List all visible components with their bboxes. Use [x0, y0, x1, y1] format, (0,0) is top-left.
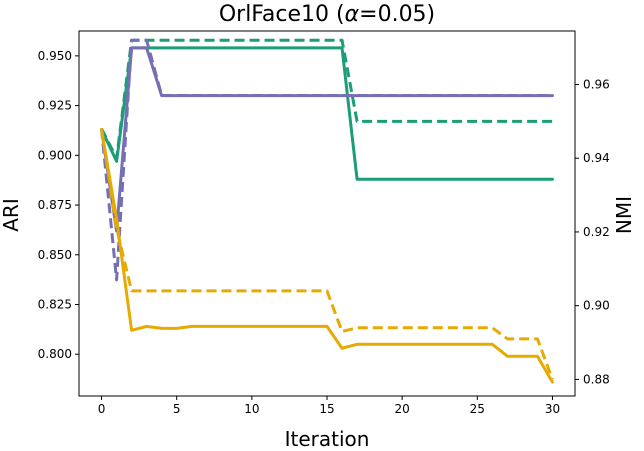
chart-title-greek: α [345, 2, 360, 27]
left-y-tick-label: 0.800 [38, 347, 72, 361]
right-y-axis: 0.88 0.90 0.92 0.94 0.96 [575, 77, 610, 386]
x-tick-label: 30 [545, 402, 560, 416]
chart-title-prefix: OrlFace10 ( [219, 2, 345, 27]
left-y-axis: 0.800 0.825 0.850 0.875 0.900 0.925 0.950 [38, 49, 79, 361]
series-line-1 [100, 46, 554, 181]
x-tick-label: 15 [319, 402, 334, 416]
left-y-axis-label: ARI [0, 198, 23, 231]
x-tick-label: 20 [395, 402, 410, 416]
left-y-tick-label: 0.925 [38, 99, 72, 113]
x-axis: 0 5 10 15 20 25 30 [98, 396, 560, 416]
x-tick-label: 5 [173, 402, 181, 416]
right-y-tick-label: 0.90 [583, 299, 610, 313]
series-layer [100, 38, 554, 384]
x-tick-label: 10 [244, 402, 259, 416]
series-line-2 [100, 38, 553, 160]
left-y-tick-label: 0.825 [38, 298, 72, 312]
x-tick-label: 0 [98, 402, 106, 416]
left-y-tick-label: 0.900 [38, 148, 72, 162]
left-y-tick-label: 0.875 [38, 198, 72, 212]
series-line-5 [100, 127, 554, 384]
left-y-tick-label: 0.850 [38, 248, 72, 262]
series-line-6 [100, 128, 554, 380]
left-y-tick-label: 0.950 [38, 49, 72, 63]
series-line-3 [100, 46, 554, 233]
right-y-tick-label: 0.92 [583, 225, 610, 239]
chart-title: OrlFace10 (α=0.05) [219, 2, 435, 27]
chart-title-suffix: =0.05) [359, 2, 435, 27]
x-axis-label: Iteration [285, 427, 370, 451]
right-y-tick-label: 0.94 [583, 151, 610, 165]
right-y-tick-label: 0.96 [583, 77, 610, 91]
right-y-axis-label: NMI [612, 196, 636, 234]
x-tick-label: 25 [470, 402, 485, 416]
right-y-tick-label: 0.88 [583, 372, 610, 386]
